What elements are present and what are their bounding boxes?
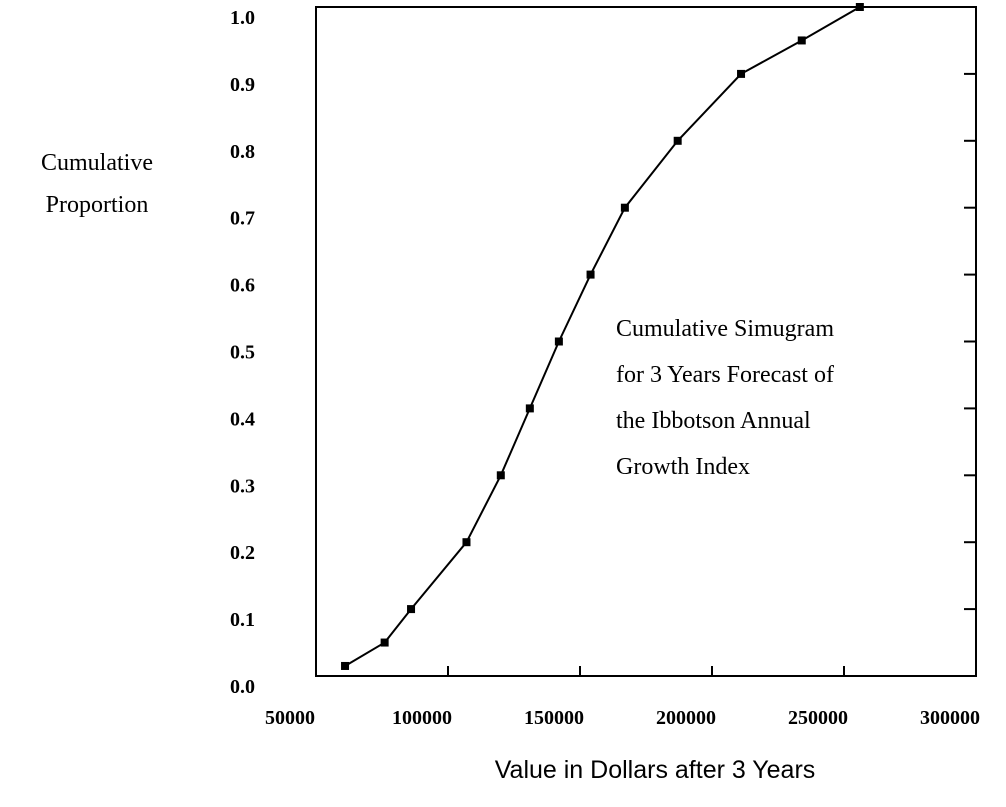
annotation: Growth Index xyxy=(616,454,750,480)
x-tick-label: 100000 xyxy=(392,707,452,729)
x-tick-label: 300000 xyxy=(920,707,980,729)
y-tick-label: 0.7 xyxy=(230,208,255,230)
y-tick-label: 0.0 xyxy=(230,676,255,698)
data-point xyxy=(554,337,563,346)
y-tick-label: 0.9 xyxy=(230,74,255,96)
y-tick-label: 1.0 xyxy=(230,7,255,29)
data-point xyxy=(620,203,629,212)
y-tick-label: 0.1 xyxy=(230,609,255,631)
data-point xyxy=(737,69,746,78)
y-tick-label: 0.5 xyxy=(230,342,255,364)
x-tick-label: 50000 xyxy=(265,707,315,729)
x-axis-label: Value in Dollars after 3 Years xyxy=(495,756,816,784)
annotation: for 3 Years Forecast of xyxy=(616,362,834,388)
y-tick-label: 0.8 xyxy=(230,141,255,163)
x-tick-label: 200000 xyxy=(656,707,716,729)
data-point xyxy=(586,270,595,279)
annotation: the Ibbotson Annual xyxy=(616,408,811,434)
y-axis-label: Proportion xyxy=(46,192,149,218)
data-point xyxy=(462,538,471,547)
data-point xyxy=(407,605,416,614)
y-tick-label: 0.3 xyxy=(230,475,255,497)
y-tick-label: 0.2 xyxy=(230,542,255,564)
x-tick-label: 250000 xyxy=(788,707,848,729)
data-point xyxy=(341,661,350,670)
data-point xyxy=(380,638,389,647)
data-point xyxy=(673,136,682,145)
data-point xyxy=(496,471,505,480)
data-point xyxy=(525,404,534,413)
data-point xyxy=(797,36,806,45)
annotation: Cumulative Simugram xyxy=(616,316,834,342)
x-tick-label: 150000 xyxy=(524,707,584,729)
y-axis-label: Cumulative xyxy=(41,150,153,176)
y-tick-label: 0.6 xyxy=(230,275,255,297)
data-point xyxy=(855,3,864,11)
y-tick-label: 0.4 xyxy=(230,408,255,430)
